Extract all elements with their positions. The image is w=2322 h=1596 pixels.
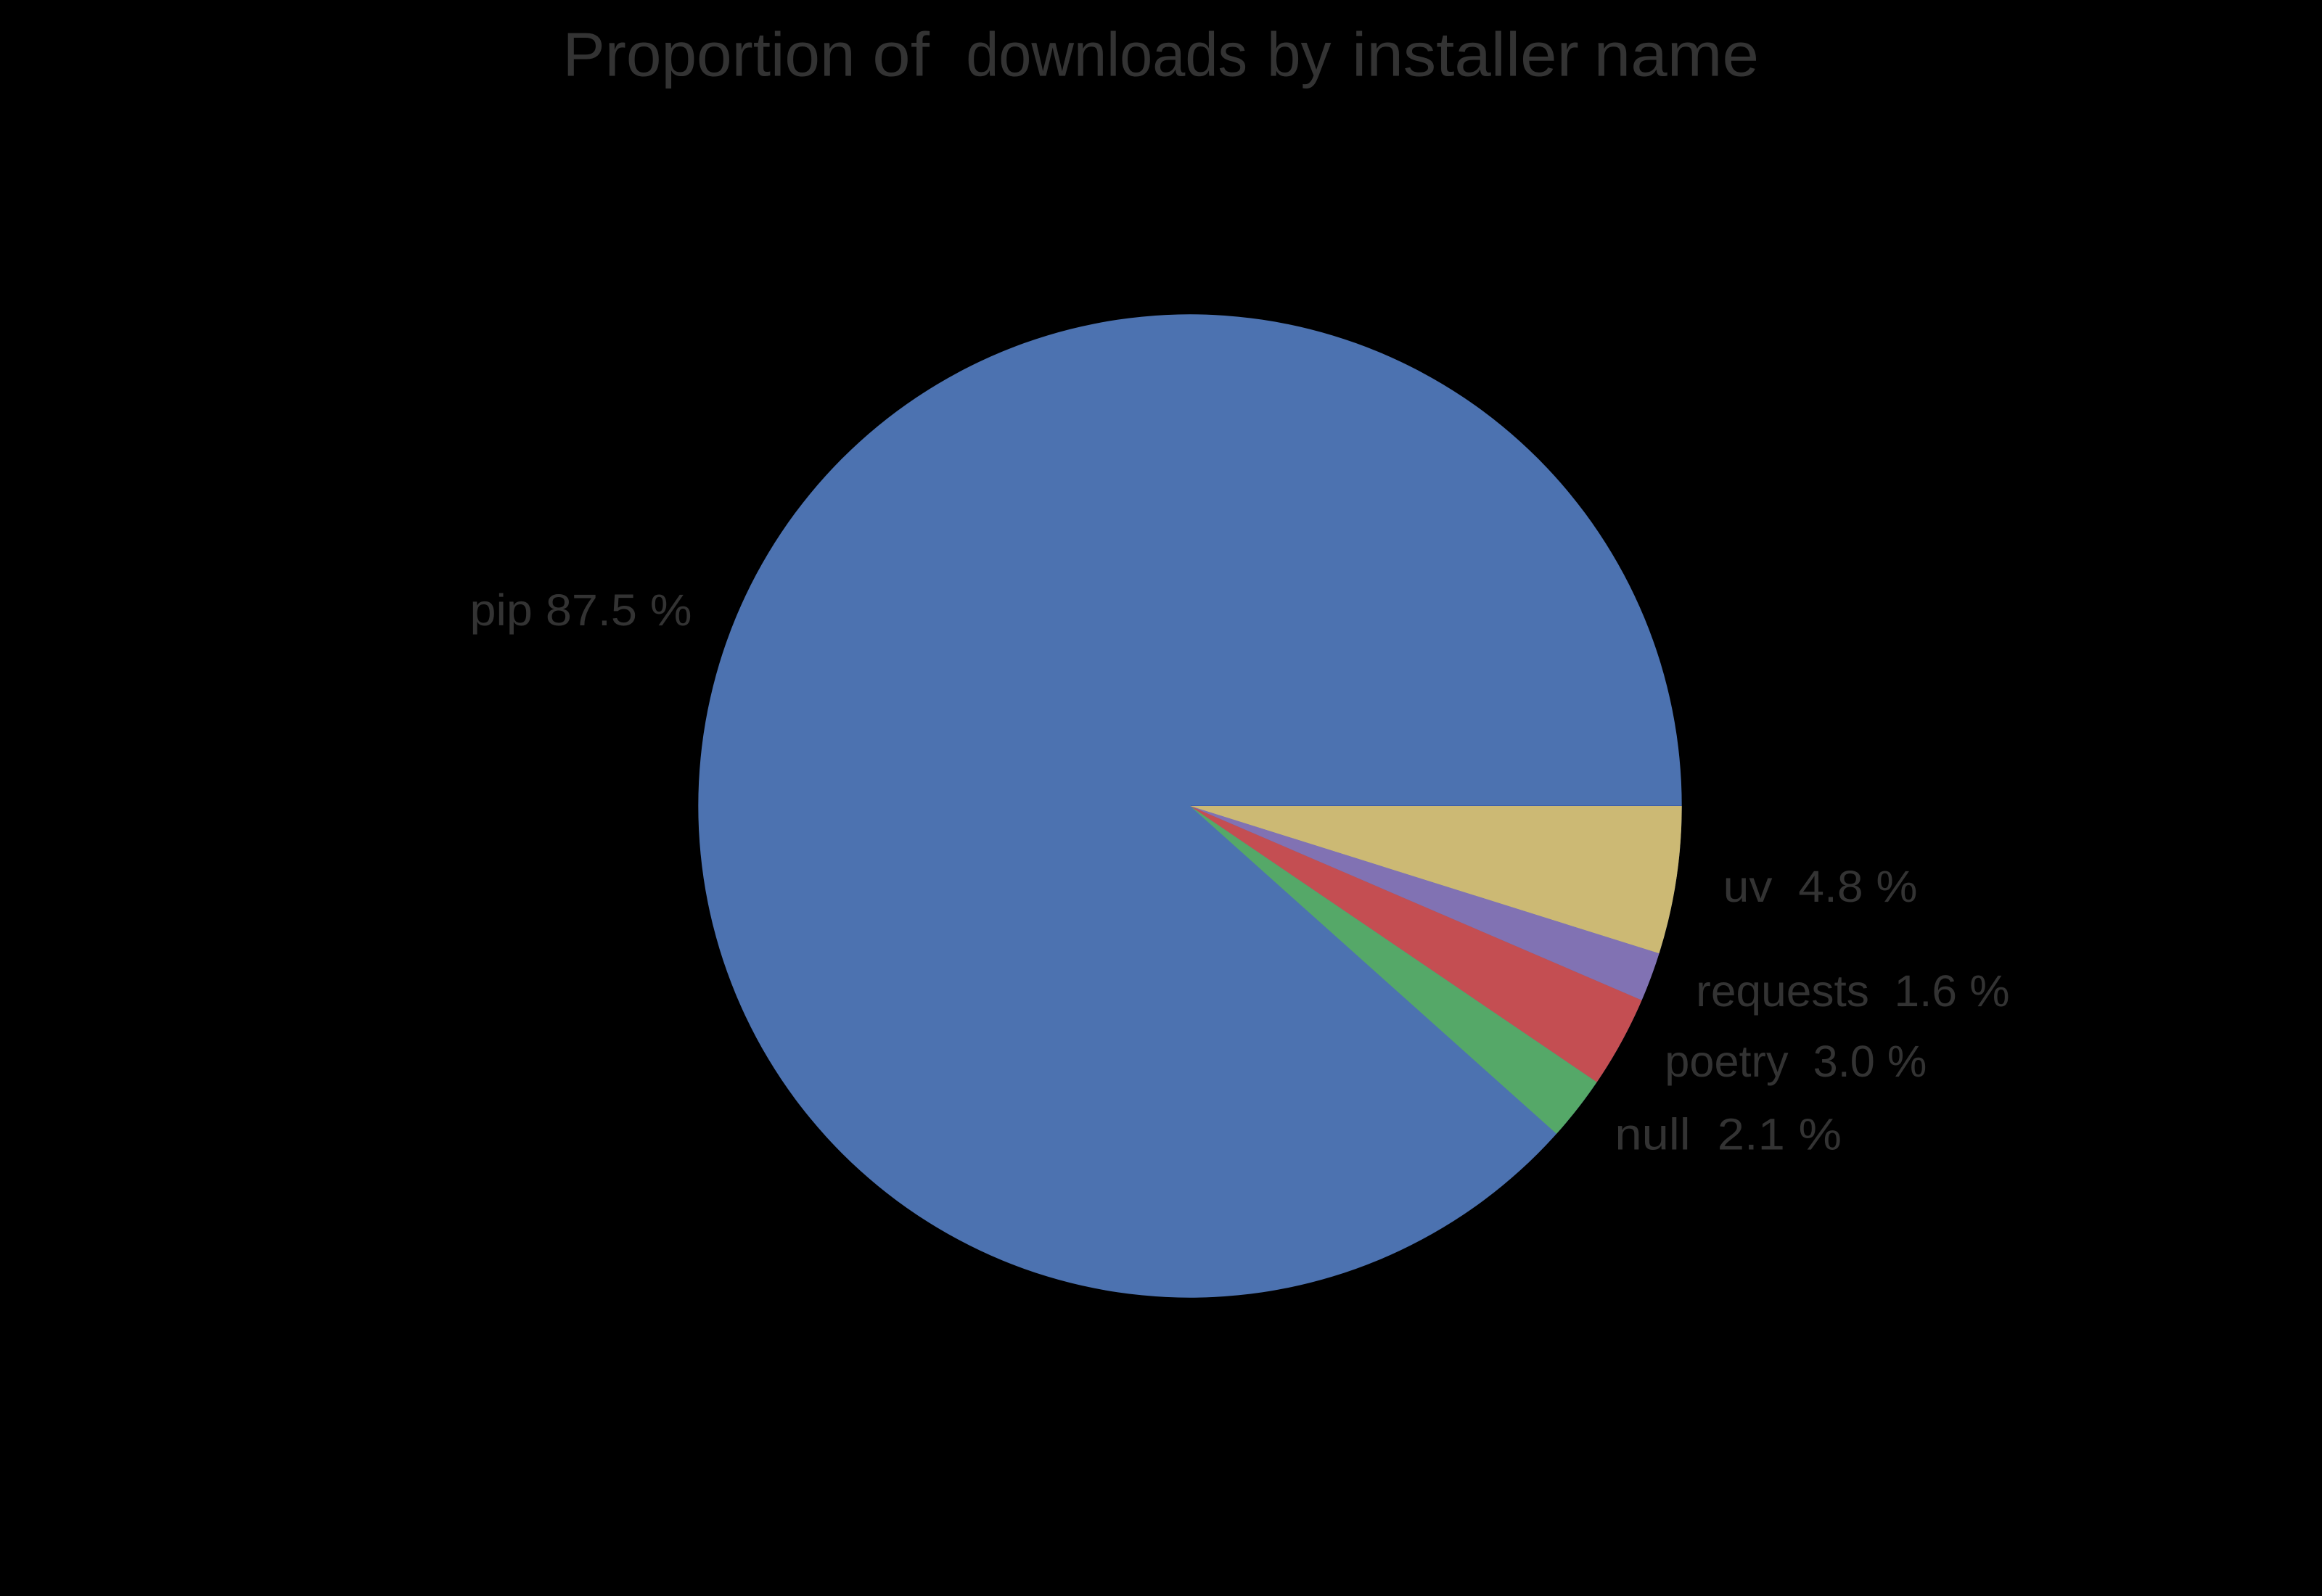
svg-text:downloads: downloads xyxy=(966,21,1247,90)
svg-text:Proportion: Proportion xyxy=(563,21,856,90)
svg-text:requests 1.6 %: requests 1.6 % xyxy=(1696,966,2009,1016)
svg-text:installer: installer xyxy=(1352,21,1579,90)
svg-text:uv 4.8 %: uv 4.8 % xyxy=(1723,862,1918,911)
svg-text:by: by xyxy=(1267,21,1332,90)
svg-text:poetry 3.0 %: poetry 3.0 % xyxy=(1665,1037,1927,1086)
svg-text:name: name xyxy=(1594,21,1759,90)
svg-text:of: of xyxy=(872,21,930,90)
svg-text:pip 87.5 %: pip 87.5 % xyxy=(470,585,692,635)
svg-text:null 2.1 %: null 2.1 % xyxy=(1615,1110,1842,1159)
